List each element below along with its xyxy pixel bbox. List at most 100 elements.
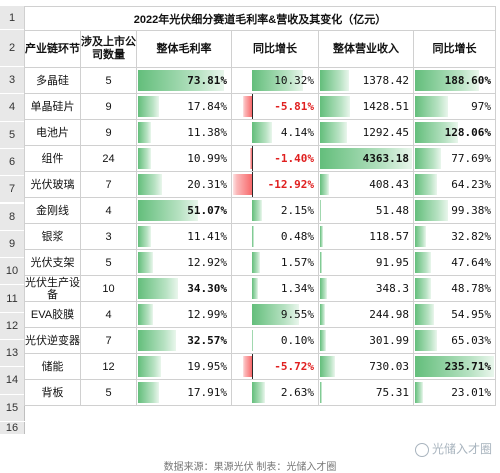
header-revenue[interactable]: 整体营业收入 xyxy=(318,30,414,68)
row-number[interactable]: 8 xyxy=(0,203,25,230)
revenue-cell[interactable]: 75.31 xyxy=(318,379,414,406)
margin-yoy-cell[interactable]: 0.10% xyxy=(231,327,319,354)
company-count-cell[interactable]: 5 xyxy=(80,249,137,276)
margin-yoy-cell[interactable]: -5.81% xyxy=(231,93,319,120)
row-number[interactable]: 10 xyxy=(0,258,25,285)
revenue-cell[interactable]: 1428.51 xyxy=(318,93,414,120)
company-count-cell[interactable]: 5 xyxy=(80,67,137,94)
margin-yoy-cell[interactable]: -5.72% xyxy=(231,353,319,380)
segment-cell[interactable]: EVA胶膜 xyxy=(24,301,81,328)
segment-cell[interactable]: 银浆 xyxy=(24,223,81,250)
revenue-cell[interactable]: 1378.42 xyxy=(318,67,414,94)
gross-margin-cell[interactable]: 19.95% xyxy=(136,353,232,380)
margin-yoy-cell[interactable]: 2.63% xyxy=(231,379,319,406)
header-revenue-yoy[interactable]: 同比增长 xyxy=(413,30,496,68)
gross-margin-cell[interactable]: 32.57% xyxy=(136,327,232,354)
revenue-yoy-cell[interactable]: 99.38% xyxy=(413,197,496,224)
row-number[interactable]: 3 xyxy=(0,67,25,94)
row-number[interactable]: 4 xyxy=(0,94,25,121)
header-companies[interactable]: 涉及上市公司数量 xyxy=(80,30,137,68)
row-number[interactable]: 12 xyxy=(0,312,25,339)
gross-margin-cell[interactable]: 73.81% xyxy=(136,67,232,94)
margin-yoy-cell[interactable]: 1.57% xyxy=(231,249,319,276)
row-number[interactable]: 15 xyxy=(0,394,25,421)
company-count-cell[interactable]: 5 xyxy=(80,379,137,406)
company-count-cell[interactable]: 4 xyxy=(80,301,137,328)
header-margin-yoy[interactable]: 同比增长 xyxy=(231,30,319,68)
revenue-yoy-cell[interactable]: 77.69% xyxy=(413,145,496,172)
company-count-cell[interactable]: 7 xyxy=(80,327,137,354)
revenue-yoy-cell[interactable]: 32.82% xyxy=(413,223,496,250)
segment-cell[interactable]: 光伏玻璃 xyxy=(24,171,81,198)
gross-margin-cell[interactable]: 17.84% xyxy=(136,93,232,120)
revenue-cell[interactable]: 348.3 xyxy=(318,275,414,302)
revenue-yoy-cell[interactable]: 47.64% xyxy=(413,249,496,276)
margin-yoy-cell[interactable]: 1.34% xyxy=(231,275,319,302)
header-segment[interactable]: 产业链环节 xyxy=(24,30,81,68)
segment-cell[interactable]: 光伏生产设备 xyxy=(24,275,81,302)
revenue-yoy-cell[interactable]: 64.23% xyxy=(413,171,496,198)
company-count-cell[interactable]: 24 xyxy=(80,145,137,172)
row-number[interactable]: 2 xyxy=(0,30,25,66)
row-number[interactable]: 5 xyxy=(0,121,25,148)
revenue-cell[interactable]: 91.95 xyxy=(318,249,414,276)
segment-cell[interactable]: 光伏支架 xyxy=(24,249,81,276)
margin-yoy-cell[interactable]: 9.55% xyxy=(231,301,319,328)
revenue-yoy-cell[interactable]: 54.95% xyxy=(413,301,496,328)
gross-margin-cell[interactable]: 17.91% xyxy=(136,379,232,406)
company-count-cell[interactable]: 12 xyxy=(80,353,137,380)
row-number[interactable]: 16 xyxy=(0,421,25,434)
margin-yoy-cell[interactable]: 0.48% xyxy=(231,223,319,250)
row-number[interactable]: 13 xyxy=(0,340,25,367)
company-count-cell[interactable]: 9 xyxy=(80,93,137,120)
margin-yoy-cell[interactable]: -1.40% xyxy=(231,145,319,172)
revenue-cell[interactable]: 118.57 xyxy=(318,223,414,250)
company-count-cell[interactable]: 3 xyxy=(80,223,137,250)
revenue-yoy-cell[interactable]: 128.06% xyxy=(413,119,496,146)
revenue-cell[interactable]: 1292.45 xyxy=(318,119,414,146)
row-number[interactable]: 9 xyxy=(0,230,25,258)
revenue-yoy-cell[interactable]: 65.03% xyxy=(413,327,496,354)
revenue-yoy-cell[interactable]: 188.60% xyxy=(413,67,496,94)
row-number[interactable]: 1 xyxy=(0,6,25,29)
row-number[interactable]: 14 xyxy=(0,367,25,394)
gross-margin-cell[interactable]: 20.31% xyxy=(136,171,232,198)
company-count-cell[interactable]: 10 xyxy=(80,275,137,302)
segment-cell[interactable]: 单晶硅片 xyxy=(24,93,81,120)
gross-margin-cell[interactable]: 10.99% xyxy=(136,145,232,172)
revenue-cell[interactable]: 301.99 xyxy=(318,327,414,354)
gross-margin-cell[interactable]: 12.92% xyxy=(136,249,232,276)
revenue-cell[interactable]: 4363.18 xyxy=(318,145,414,172)
gross-margin-cell[interactable]: 11.41% xyxy=(136,223,232,250)
segment-cell[interactable]: 电池片 xyxy=(24,119,81,146)
margin-yoy-cell[interactable]: 2.15% xyxy=(231,197,319,224)
row-number[interactable]: 7 xyxy=(0,176,25,203)
company-count-cell[interactable]: 9 xyxy=(80,119,137,146)
gross-margin-cell[interactable]: 51.07% xyxy=(136,197,232,224)
revenue-yoy-cell[interactable]: 97% xyxy=(413,93,496,120)
revenue-yoy-cell[interactable]: 235.71% xyxy=(413,353,496,380)
gross-margin-cell[interactable]: 12.99% xyxy=(136,301,232,328)
row-number[interactable]: 11 xyxy=(0,285,25,312)
revenue-cell[interactable]: 244.98 xyxy=(318,301,414,328)
segment-cell[interactable]: 光伏逆变器 xyxy=(24,327,81,354)
row-number[interactable]: 6 xyxy=(0,148,25,176)
revenue-yoy-cell[interactable]: 23.01% xyxy=(413,379,496,406)
margin-yoy-cell[interactable]: 4.14% xyxy=(231,119,319,146)
header-gross-margin[interactable]: 整体毛利率 xyxy=(136,30,232,68)
segment-cell[interactable]: 组件 xyxy=(24,145,81,172)
company-count-cell[interactable]: 7 xyxy=(80,171,137,198)
margin-yoy-cell[interactable]: -12.92% xyxy=(231,171,319,198)
margin-yoy-cell[interactable]: 10.32% xyxy=(231,67,319,94)
segment-cell[interactable]: 储能 xyxy=(24,353,81,380)
revenue-cell[interactable]: 730.03 xyxy=(318,353,414,380)
revenue-yoy-cell[interactable]: 48.78% xyxy=(413,275,496,302)
segment-cell[interactable]: 背板 xyxy=(24,379,81,406)
gross-margin-cell[interactable]: 11.38% xyxy=(136,119,232,146)
segment-cell[interactable]: 金刚线 xyxy=(24,197,81,224)
gross-margin-cell[interactable]: 34.30% xyxy=(136,275,232,302)
revenue-cell[interactable]: 408.43 xyxy=(318,171,414,198)
company-count-cell[interactable]: 4 xyxy=(80,197,137,224)
revenue-cell[interactable]: 51.48 xyxy=(318,197,414,224)
segment-cell[interactable]: 多晶硅 xyxy=(24,67,81,94)
